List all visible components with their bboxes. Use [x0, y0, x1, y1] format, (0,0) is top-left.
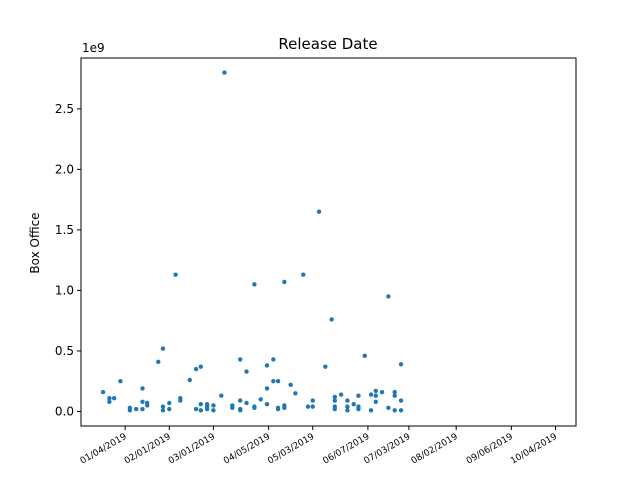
- data-point: [107, 399, 112, 404]
- data-point: [107, 395, 112, 401]
- data-point: [392, 393, 397, 398]
- data-point: [275, 379, 281, 384]
- data-point: [160, 346, 166, 351]
- data-point: [293, 391, 298, 396]
- data-point: [345, 398, 350, 403]
- data-point: [351, 402, 356, 407]
- data-point: [111, 395, 117, 401]
- data-point: [211, 403, 216, 408]
- data-point: [345, 408, 350, 413]
- data-point: [178, 398, 183, 403]
- data-point: [271, 379, 276, 384]
- data-point: [118, 379, 123, 384]
- data-point: [379, 389, 385, 395]
- data-point: [316, 209, 322, 214]
- data-point: [398, 408, 404, 413]
- data-point: [252, 282, 257, 287]
- data-point: [301, 272, 306, 277]
- plot-area-frame: [80, 57, 577, 427]
- data-point: [238, 357, 243, 362]
- y-tick-label: 2.0: [55, 162, 74, 176]
- chart-title: Release Date: [278, 35, 377, 53]
- data-point: [204, 406, 210, 412]
- data-point: [264, 402, 270, 407]
- data-point: [398, 362, 404, 367]
- data-point: [100, 389, 106, 395]
- data-point: [338, 392, 344, 397]
- data-point: [392, 408, 397, 413]
- data-point: [392, 389, 397, 395]
- data-point: [140, 386, 145, 391]
- data-point: [193, 366, 199, 372]
- data-point: [264, 386, 270, 391]
- data-point: [332, 406, 338, 412]
- data-point: [219, 393, 224, 398]
- data-point: [145, 403, 150, 408]
- y-axis-label: Box Office: [28, 212, 42, 273]
- data-point: [323, 364, 328, 369]
- data-point: [368, 408, 374, 413]
- data-point: [198, 402, 204, 407]
- data-point: [282, 405, 287, 411]
- data-point: [167, 406, 172, 412]
- data-point: [271, 357, 276, 362]
- data-point: [329, 317, 334, 322]
- data-point: [305, 404, 311, 409]
- y-offset-label: 1e9: [82, 41, 105, 55]
- data-point: [386, 405, 391, 411]
- data-point: [193, 406, 199, 412]
- y-tick-label: 1.0: [55, 283, 74, 297]
- data-point: [275, 406, 281, 412]
- data-point: [386, 294, 391, 299]
- data-point: [173, 272, 178, 277]
- data-point: [288, 382, 293, 388]
- data-point: [167, 400, 172, 406]
- data-point: [187, 377, 192, 383]
- data-points: [100, 70, 404, 413]
- data-point: [373, 399, 378, 404]
- data-point: [222, 70, 227, 75]
- data-point: [230, 405, 235, 411]
- data-point: [211, 408, 216, 413]
- data-point: [133, 406, 139, 412]
- data-point: [160, 408, 166, 413]
- data-point: [264, 363, 270, 368]
- data-point: [244, 369, 249, 374]
- data-point: [356, 406, 361, 412]
- data-point: [127, 408, 133, 413]
- data-point: [156, 359, 161, 365]
- data-point: [368, 392, 374, 397]
- data-point: [332, 398, 338, 403]
- data-point: [310, 398, 315, 403]
- data-point: [332, 394, 338, 400]
- data-point: [258, 397, 263, 402]
- data-point: [244, 400, 249, 406]
- data-point: [198, 408, 204, 413]
- data-point: [356, 393, 361, 398]
- data-point: [140, 406, 145, 412]
- data-point: [373, 388, 378, 394]
- data-point: [398, 398, 404, 403]
- data-point: [238, 398, 243, 403]
- data-point: [373, 393, 378, 398]
- data-point: [310, 404, 315, 409]
- y-tick-label: 0.5: [55, 344, 74, 358]
- data-point: [282, 279, 287, 285]
- data-point: [362, 353, 367, 358]
- data-point: [238, 408, 243, 413]
- y-tick-label: 1.5: [55, 223, 74, 237]
- y-tick-label: 0.0: [55, 404, 74, 418]
- data-point: [140, 399, 145, 404]
- data-point: [160, 404, 166, 409]
- data-point: [345, 404, 350, 409]
- y-ticks: 0.0 0.5 1.0 1.5 2.0 2.5: [55, 102, 81, 418]
- data-point: [252, 405, 257, 411]
- y-tick-label: 2.5: [55, 102, 74, 116]
- data-point: [198, 364, 204, 369]
